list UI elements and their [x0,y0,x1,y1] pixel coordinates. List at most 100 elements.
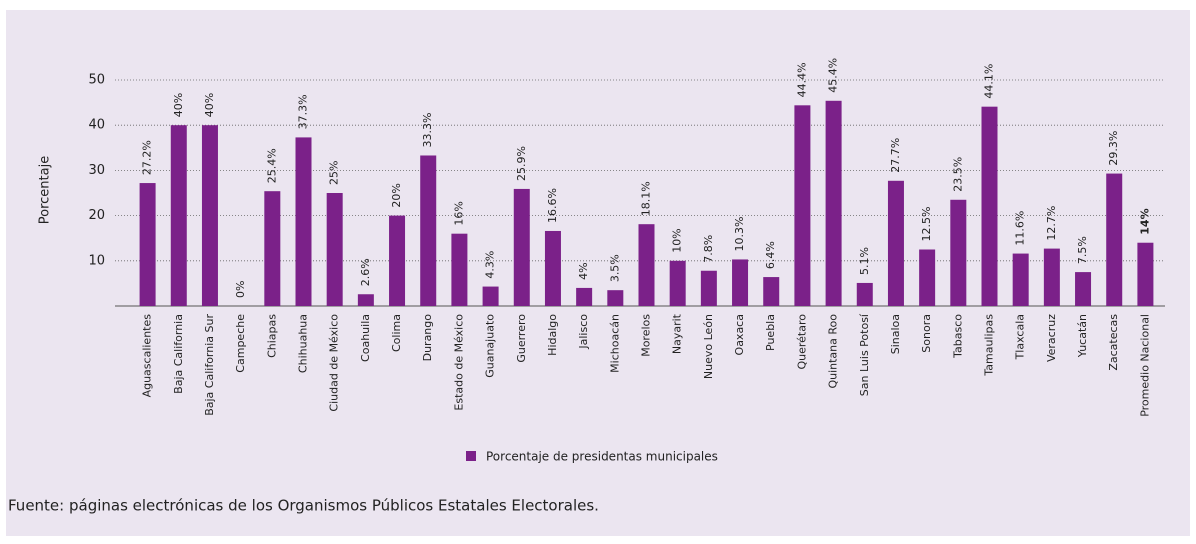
value-label: 37.3% [297,94,310,129]
x-tick-label: Campeche [234,314,247,373]
value-label: 12.7% [1045,206,1058,241]
x-tick-label: Querétaro [795,314,808,370]
bar [887,180,904,306]
y-tick-label: 40 [88,118,105,133]
x-tick-label: Sonora [920,314,933,353]
value-label: 25.4% [265,148,278,183]
value-label: 20% [390,183,403,207]
y-tick-label: 10 [88,253,105,268]
bar [763,277,780,306]
y-tick-label: 20 [88,208,105,223]
x-tick-label: Yucatán [1076,314,1089,358]
x-tick-label: Nayarit [671,313,684,354]
bar [825,100,842,307]
value-label: 18.1% [640,181,653,216]
value-label: 33.3% [421,113,434,148]
bar [482,286,499,306]
value-label: 44.1% [983,64,996,99]
x-tick-label: Aguascalientes [141,314,154,398]
value-label: 4.3% [484,251,497,279]
bar [856,282,873,306]
value-label: 10% [671,228,684,252]
x-tick-label: Guerrero [515,314,528,363]
value-label: 3.5% [608,254,621,282]
x-tick-label: Colima [390,314,403,352]
value-label: 16% [452,201,465,225]
bar [389,215,406,306]
y-tick-label: 30 [88,163,105,178]
bar [607,290,624,306]
value-label: 14% [1138,208,1151,234]
x-tick-label: Ciudad de México [328,314,341,412]
value-label: 6.4% [764,241,777,269]
value-label: 25% [328,161,341,185]
bar [1075,272,1092,306]
bar [1137,242,1154,306]
bar [638,224,655,306]
x-tick-label: Quintana Roo [827,314,840,389]
bar [1012,253,1029,306]
value-label: 40% [172,93,185,117]
value-label: 7.8% [702,235,715,263]
x-tick-label: Nuevo León [702,314,715,379]
bar [700,270,717,306]
bar [919,249,936,306]
bar [170,125,187,306]
bar [201,125,218,306]
x-tick-label: San Luis Potosí [858,313,871,396]
bar [981,106,998,306]
y-tick-label: 50 [88,73,105,88]
x-tick-label: Tamaulipas [983,314,996,377]
value-label: 2.6% [359,258,372,286]
value-label: 5.1% [858,247,871,275]
legend-label: Porcentaje de presidentas municipales [486,450,718,464]
bar [794,105,811,306]
value-label: 10.3% [733,216,746,251]
value-label: 16.6% [546,188,559,223]
x-tick-label: Sinaloa [889,314,902,354]
x-tick-label: Morelos [640,314,653,357]
x-tick-label: Jalisco [577,314,590,350]
x-tick-label: Zacatecas [1107,314,1120,371]
bar [139,183,156,306]
bar [420,155,437,306]
value-label: 4% [577,262,590,279]
x-tick-label: Michoacán [608,314,621,373]
value-label: 7.5% [1076,236,1089,264]
bar [264,191,281,306]
value-label: 44.4% [795,62,808,97]
value-label: 11.6% [1014,211,1027,246]
bar [544,230,561,306]
x-tick-label: Tabasco [951,314,964,359]
value-label: 45.4% [827,58,840,93]
bar [1106,173,1123,306]
x-tick-label: Chiapas [265,314,278,358]
bar [576,287,593,306]
value-label: 27.7% [889,138,902,173]
x-tick-label: Hidalgo [546,314,559,356]
bar [1043,248,1060,306]
x-tick-label: Durango [421,314,434,362]
value-label: 0% [234,281,247,298]
x-tick-label: Estado de México [452,314,465,411]
x-tick-label: Promedio Nacional [1138,314,1151,417]
x-tick-label: Puebla [764,314,777,351]
y-axis-label: Porcentaje [38,156,53,224]
value-label: 23.5% [951,157,964,192]
value-label: 29.3% [1107,131,1120,166]
bar [326,193,343,306]
x-tick-label: Guanajuato [484,314,497,378]
bar [451,233,468,306]
x-tick-label: Tlaxcala [1014,314,1027,360]
legend-swatch [466,451,476,461]
x-tick-label: Baja California Sur [203,314,216,416]
bar [950,199,967,306]
value-label: 12.5% [920,207,933,242]
bar [732,259,749,306]
value-label: 25.9% [515,146,528,181]
bar [669,260,686,306]
x-tick-label: Chihuahua [297,314,310,373]
x-tick-label: Veracruz [1045,314,1058,362]
x-tick-label: Oaxaca [733,314,746,355]
